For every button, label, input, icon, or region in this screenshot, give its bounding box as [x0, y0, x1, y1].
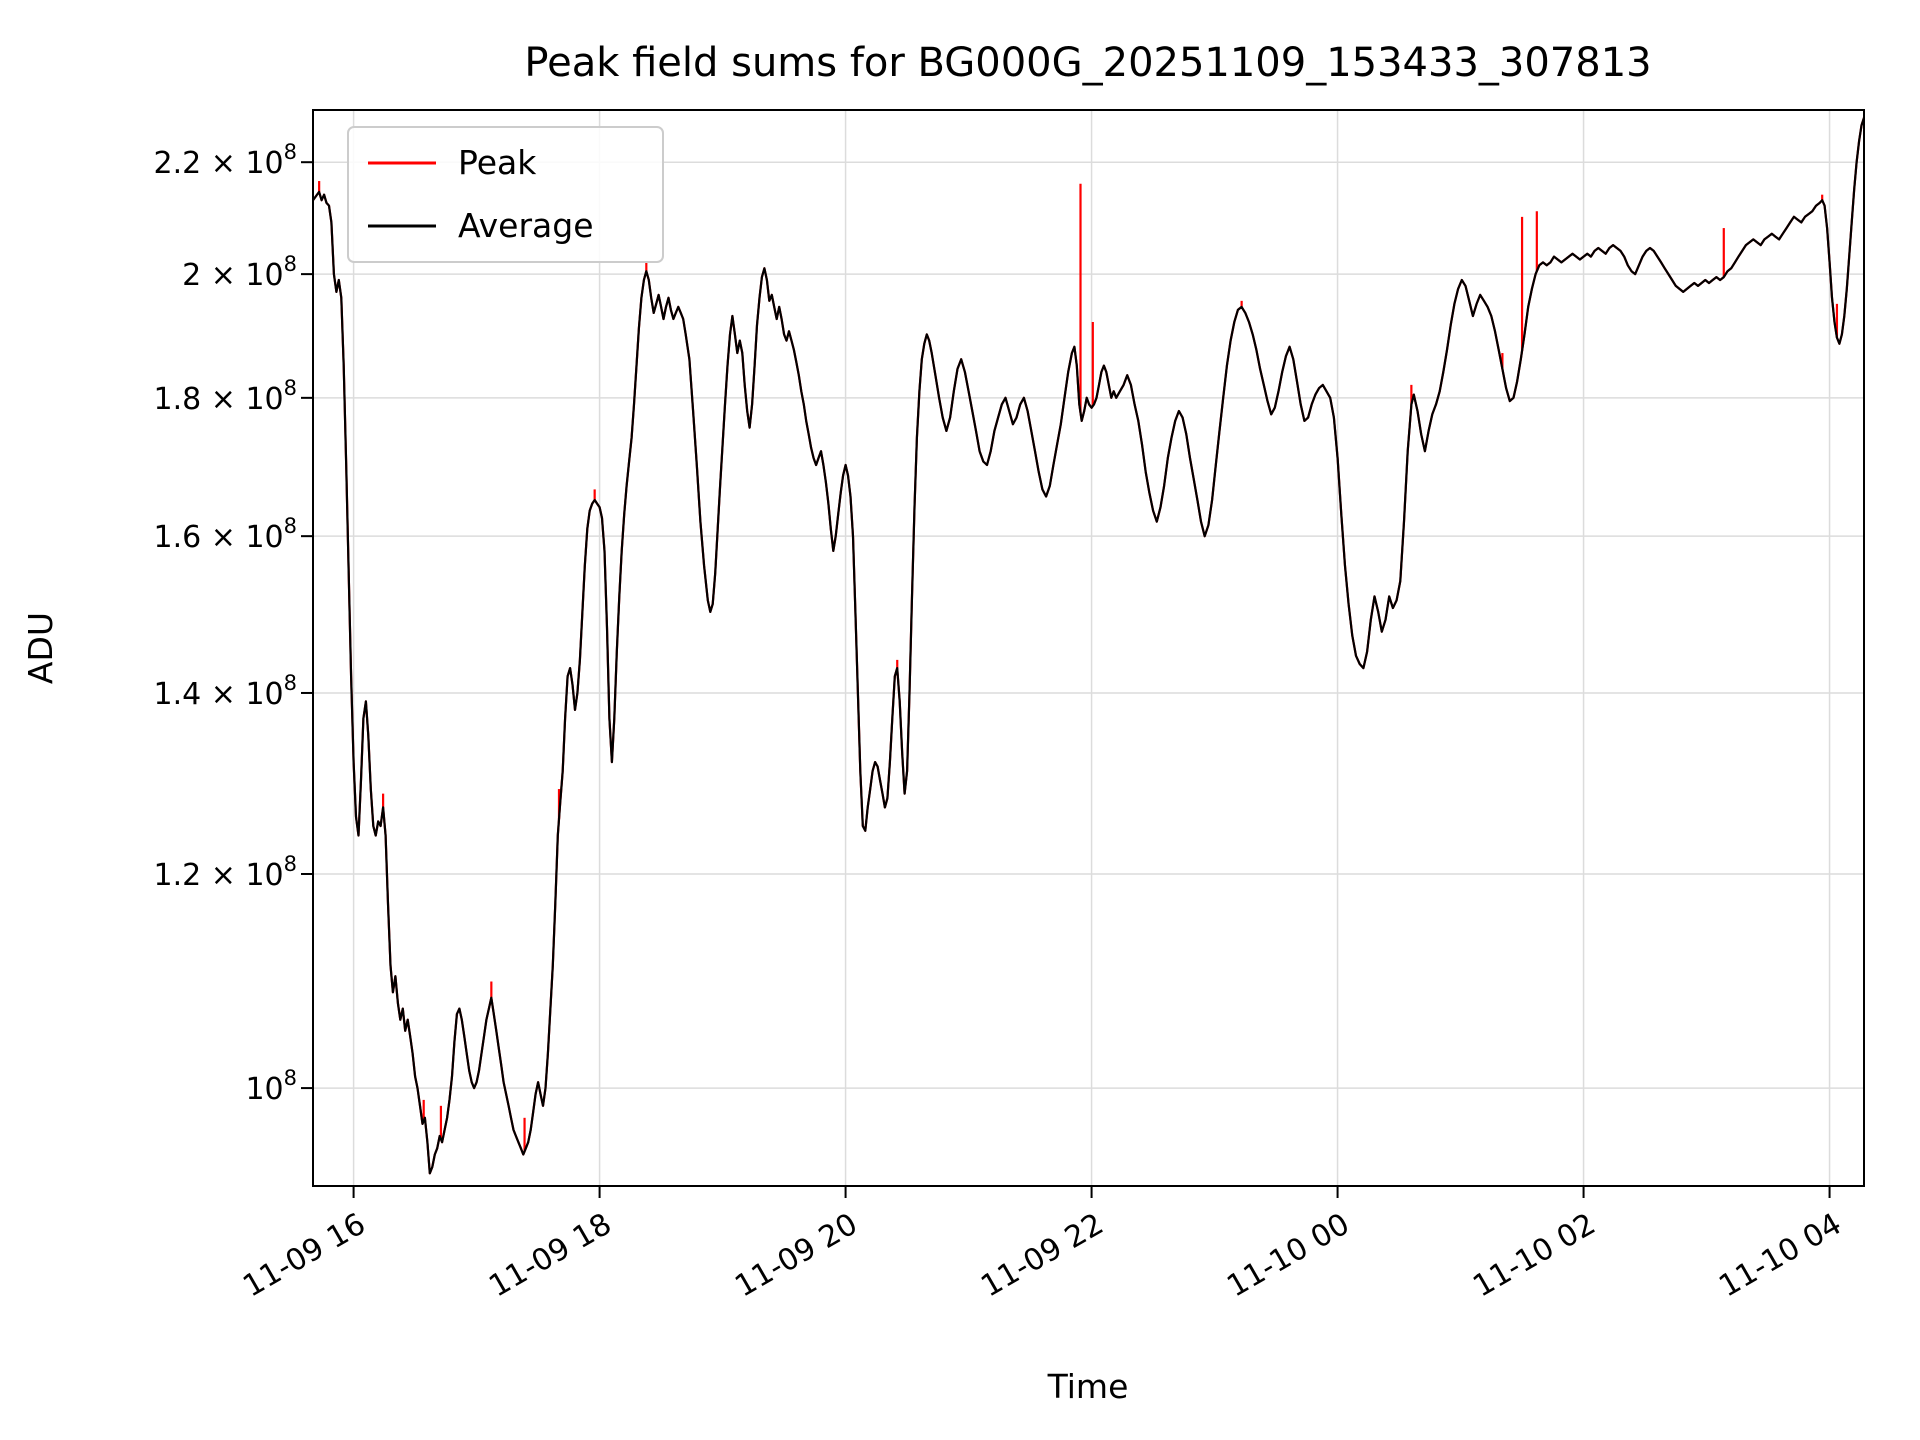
- x-tick-label: 11-09 18: [483, 1207, 617, 1305]
- legend: Peak Average: [347, 126, 664, 263]
- x-tick-label: 11-10 00: [1221, 1207, 1355, 1305]
- y-tick-label: 2.2 × 108: [154, 140, 297, 181]
- y-tick-label: 1.4 × 108: [154, 671, 297, 712]
- y-tick-label: 1.6 × 108: [154, 514, 297, 555]
- plot-border: [312, 109, 1865, 1187]
- axis-ticks: [301, 161, 1831, 1198]
- y-tick-label: 1.2 × 108: [154, 852, 297, 893]
- y-tick-label: 1.8 × 108: [154, 376, 297, 417]
- legend-box: [347, 126, 664, 263]
- legend-label-peak: Peak: [458, 143, 537, 182]
- x-tick-label: 11-09 16: [237, 1207, 371, 1305]
- x-tick-labels: 11-09 16 11-09 18 11-09 20 11-09 22 11-10 00…: [237, 1207, 1847, 1305]
- plot-background: [313, 110, 1864, 1186]
- data-series: [313, 117, 1864, 1175]
- x-axis-label: Time: [1047, 1367, 1129, 1406]
- y-tick-label: 108: [245, 1066, 297, 1107]
- y-tick-labels: 108 1.2 × 108 1.4 × 108 1.6 × 108 1.8 × 108 2…: [154, 140, 297, 1107]
- y-axis-label: ADU: [21, 612, 60, 684]
- chart-title: Peak field sums for BG000G_20251109_1534…: [524, 40, 1651, 86]
- x-tick-label: 11-09 20: [729, 1207, 863, 1305]
- x-tick-label: 11-10 04: [1713, 1207, 1847, 1305]
- grid-lines: [313, 110, 1864, 1186]
- y-tick-label: 2 × 108: [182, 252, 297, 293]
- x-tick-label: 11-09 22: [975, 1207, 1109, 1305]
- average-line: [313, 117, 1864, 1175]
- legend-label-average: Average: [458, 206, 594, 245]
- x-tick-label: 11-10 02: [1467, 1207, 1601, 1305]
